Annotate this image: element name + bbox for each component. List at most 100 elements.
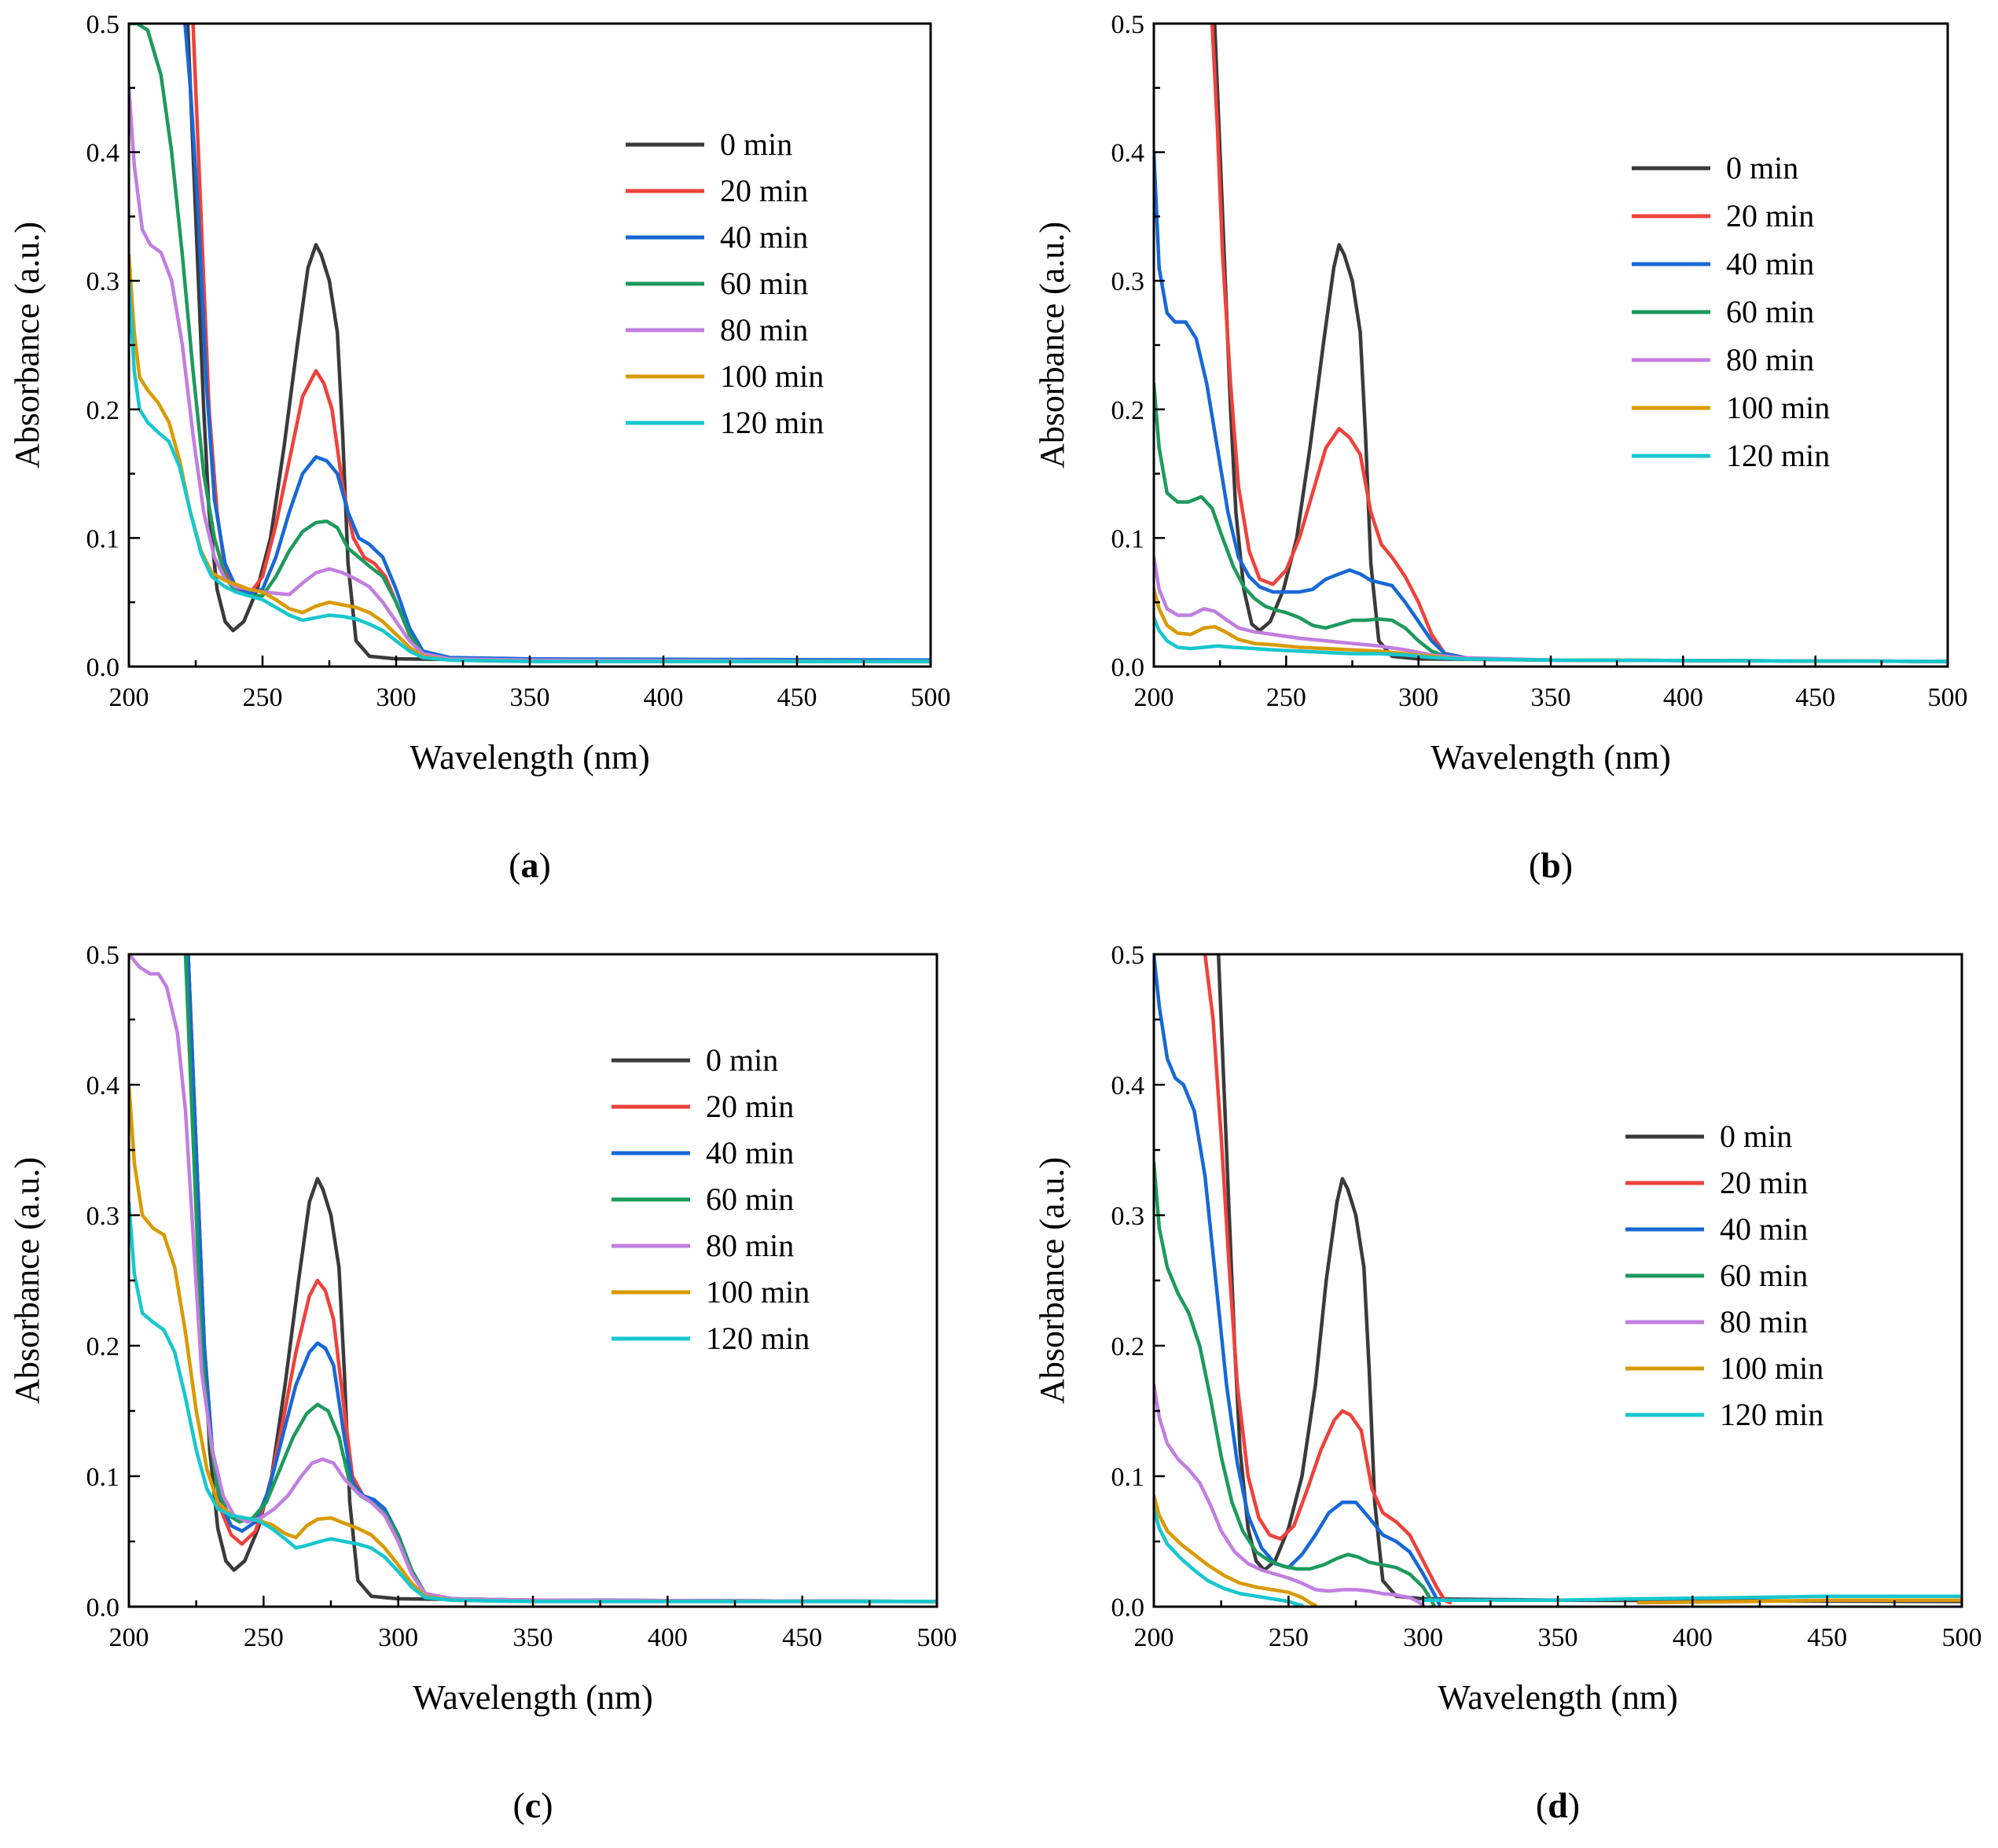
x-tick-label: 400 — [644, 683, 684, 712]
series-line-100-min — [129, 1082, 937, 1604]
legend-label: 0 min — [706, 1042, 778, 1078]
y-tick-label: 0.0 — [1111, 1593, 1145, 1622]
y-tick-label: 0.3 — [1111, 1202, 1145, 1231]
x-tick-label: 250 — [1269, 1623, 1309, 1652]
series-line-80-min — [1154, 1383, 1425, 1607]
legend-label: 80 min — [720, 312, 808, 347]
x-tick-label: 450 — [1807, 1623, 1847, 1652]
series-line-20-min — [1203, 954, 1453, 1605]
x-tick-label: 200 — [109, 1623, 149, 1652]
series-line-40-min — [1154, 150, 1948, 663]
y-tick-label: 0.5 — [86, 941, 120, 970]
series-group — [129, 24, 931, 663]
plot-frame — [1152, 953, 1963, 1608]
y-tick-label: 0.3 — [1111, 267, 1145, 296]
x-axis-title: Wavelength (nm) — [1438, 1678, 1678, 1717]
y-axis-title: Absorbance (a.u.) — [8, 222, 46, 468]
y-tick-label: 0.4 — [86, 139, 120, 168]
series-line-80-min — [129, 954, 937, 1604]
legend-label: 20 min — [706, 1089, 794, 1124]
y-axis-title: Absorbance (a.u.) — [8, 1157, 46, 1404]
y-tick-label: 0.5 — [1111, 941, 1145, 970]
y-tick-label: 0.1 — [86, 1463, 120, 1492]
x-tick-label: 450 — [782, 1623, 822, 1652]
legend-label: 80 min — [1726, 342, 1814, 377]
y-tick-label: 0.0 — [1111, 653, 1145, 682]
chart-panel-b: 200 250 300 350 400 450 500 0.0 0.1 0.2 0.3 0.4 0.5 W… — [1033, 10, 1968, 885]
legend-label: 0 min — [720, 127, 792, 162]
legend-label: 0 min — [1726, 150, 1798, 186]
x-tick-label: 350 — [510, 683, 550, 712]
series-line-0-min — [185, 24, 931, 663]
x-tick-label: 200 — [1134, 683, 1174, 712]
x-tick-label: 300 — [376, 683, 417, 712]
series-group — [129, 954, 937, 1604]
y-tick-label: 0.2 — [86, 1332, 120, 1361]
series-line-40-min — [1154, 954, 1442, 1606]
chart-panel-c: 200 250 300 350 400 450 500 0.0 0.1 0.2 0.3 0.4 0.5 W… — [8, 941, 957, 1825]
x-tick-label: 250 — [1266, 683, 1306, 712]
x-tick-label: 400 — [1673, 1623, 1713, 1652]
x-tick-label: 300 — [1403, 1623, 1443, 1652]
x-tick-label: 500 — [917, 1623, 957, 1652]
x-tick-label: 500 — [911, 683, 951, 712]
y-tick-label: 0.1 — [1111, 524, 1145, 553]
legend-label: 120 min — [706, 1321, 810, 1356]
legend-label: 100 min — [1726, 390, 1830, 425]
series-line-40-min — [183, 24, 931, 663]
y-tick-label: 0.2 — [1111, 1332, 1145, 1361]
x-tick-label: 450 — [1795, 683, 1835, 712]
plot-frame — [127, 953, 938, 1608]
legend-label: 0 min — [1720, 1119, 1792, 1154]
x-tick-label: 350 — [513, 1623, 553, 1652]
chart-panel-d: 200 250 300 350 400 450 500 0.0 0.1 0.2 0.3 0.4 0.5 W… — [1033, 941, 1982, 1825]
y-tick-label: 0.2 — [1111, 396, 1145, 425]
y-tick-label: 0.1 — [86, 524, 120, 553]
x-tick-label: 400 — [648, 1623, 688, 1652]
y-tick-label: 0.4 — [86, 1071, 120, 1100]
legend: 0 min 20 min 40 min 60 min 80 min 100 min 120 … — [1632, 150, 1830, 473]
series-line-20-min — [191, 24, 931, 663]
legend: 0 min 20 min 40 min 60 min 80 min 100 min 120 … — [626, 127, 824, 440]
legend-label: 80 min — [1720, 1304, 1808, 1339]
panel-label: (a) — [509, 845, 551, 885]
legend-label: 60 min — [1726, 294, 1814, 329]
legend-label: 100 min — [706, 1274, 810, 1310]
legend-label: 20 min — [1720, 1165, 1808, 1200]
legend-label: 100 min — [720, 358, 824, 394]
y-tick-label: 0.0 — [86, 653, 120, 682]
series-line-100-min — [129, 253, 931, 663]
legend: 0 min 20 min 40 min 60 min 80 min 100 min 120 … — [612, 1042, 810, 1356]
series-line-80-min — [129, 86, 931, 663]
y-axis-title: Absorbance (a.u.) — [1033, 222, 1071, 468]
x-tick-label: 300 — [378, 1623, 418, 1652]
x-tick-label: 300 — [1398, 683, 1438, 712]
series-line-120-min — [129, 1200, 937, 1604]
panel-label: (b) — [1529, 845, 1573, 885]
legend-label: 120 min — [1720, 1397, 1824, 1432]
y-axis-title: Absorbance (a.u.) — [1033, 1157, 1071, 1404]
y-tick-label: 0.5 — [86, 10, 120, 39]
x-tick-label: 250 — [243, 683, 283, 712]
series-line-100-min — [1154, 1493, 1317, 1607]
panel-label: (c) — [512, 1785, 553, 1825]
y-tick-label: 0.2 — [86, 396, 120, 425]
legend-label: 120 min — [1726, 438, 1830, 473]
y-tick-label: 0.1 — [1111, 1463, 1145, 1492]
legend-label: 20 min — [720, 173, 808, 208]
series-group — [1154, 954, 1962, 1607]
legend-label: 100 min — [1720, 1350, 1824, 1386]
x-axis-title: Wavelength (nm) — [413, 1678, 653, 1717]
series-line-60-min — [129, 24, 931, 663]
x-tick-label: 350 — [1538, 1623, 1578, 1652]
y-tick-label: 0.3 — [86, 1202, 120, 1231]
x-tick-label: 500 — [1928, 683, 1968, 712]
series-line-20-min — [1210, 24, 1948, 663]
x-tick-label: 450 — [777, 683, 817, 712]
legend-label: 40 min — [720, 219, 808, 255]
y-tick-label: 0.4 — [1111, 1071, 1145, 1100]
series-line-60-min — [1154, 381, 1948, 663]
legend-label: 60 min — [1720, 1258, 1808, 1293]
legend-label: 40 min — [1720, 1211, 1808, 1247]
series-line-120-min — [1154, 615, 1948, 663]
